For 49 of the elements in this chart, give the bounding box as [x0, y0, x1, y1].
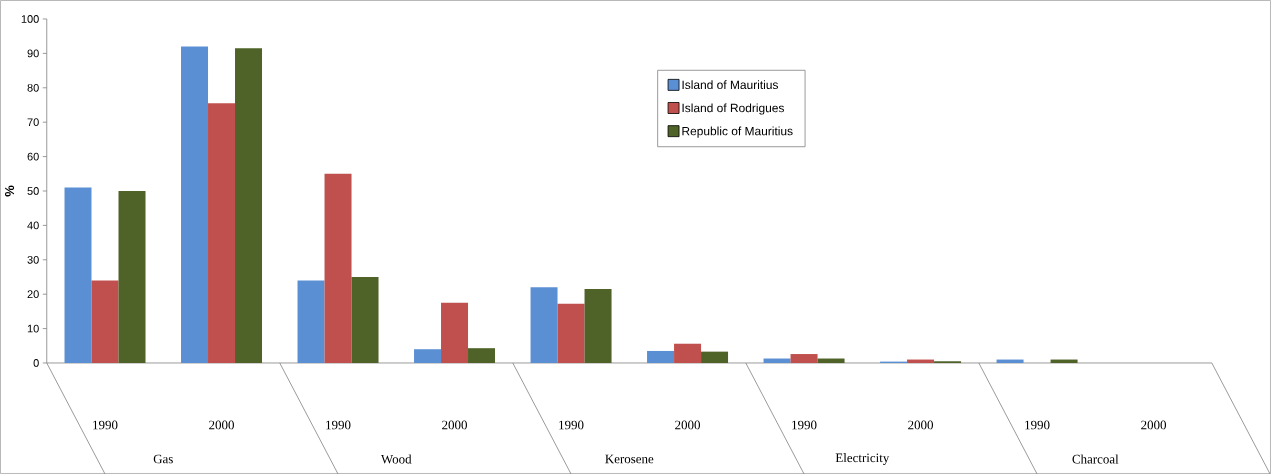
x-tick-label: 2000: [209, 420, 234, 430]
bar: [468, 348, 496, 363]
x-tick-label: 2000: [675, 420, 700, 430]
y-tick-label: 0: [33, 359, 39, 367]
bar: [64, 187, 92, 363]
x-tick-label: 1990: [93, 420, 118, 430]
y-tick-label: 40: [27, 221, 39, 230]
text: Electricity: [835, 453, 890, 465]
text: Kerosene: [605, 454, 654, 464]
bar: [557, 303, 585, 363]
x-tick-label: 1990: [1025, 420, 1050, 430]
x-tick-label: 1990: [792, 420, 817, 430]
y-tick-label: 20: [27, 290, 39, 299]
bar: [790, 354, 818, 363]
y-tick-label: 10: [27, 324, 39, 333]
bar: [118, 190, 146, 363]
legend-label: Island of Mauritius: [682, 80, 779, 90]
text: Wood: [380, 454, 412, 464]
x-tick-label: 1990: [559, 420, 584, 430]
bar: [324, 173, 352, 363]
y-tick-label: 60: [27, 152, 39, 161]
bar: [647, 350, 675, 363]
text: Charcoal: [1072, 454, 1119, 464]
y-tick-label: 100: [21, 15, 39, 23]
bar: [235, 48, 263, 363]
y-tick-label: 70: [27, 118, 39, 127]
y-tick-label: 80: [27, 83, 39, 92]
y-tick-label: 50: [27, 187, 39, 195]
text: Gas: [153, 454, 173, 464]
bar: [351, 276, 379, 363]
legend-label: Island of Rodrigues: [682, 103, 784, 115]
y-tick-label: 30: [27, 255, 39, 264]
bar: [441, 302, 469, 363]
bar: [530, 287, 558, 363]
bar: [91, 280, 119, 363]
bar: [584, 289, 612, 363]
bar: [674, 343, 702, 363]
bar: [181, 46, 209, 363]
x-tick-label: 2000: [1141, 420, 1167, 430]
legend-label: Republic of Mauritius: [682, 126, 793, 138]
y-tick-label: 90: [27, 49, 39, 58]
bar: [208, 103, 236, 363]
bar: [414, 349, 442, 363]
x-tick-label: 2000: [908, 420, 934, 430]
x-tick-label: 2000: [442, 420, 467, 430]
y-axis-title: %: [5, 185, 15, 197]
bar: [701, 351, 729, 363]
x-tick-label: 1990: [326, 420, 351, 430]
bar: [297, 280, 325, 363]
